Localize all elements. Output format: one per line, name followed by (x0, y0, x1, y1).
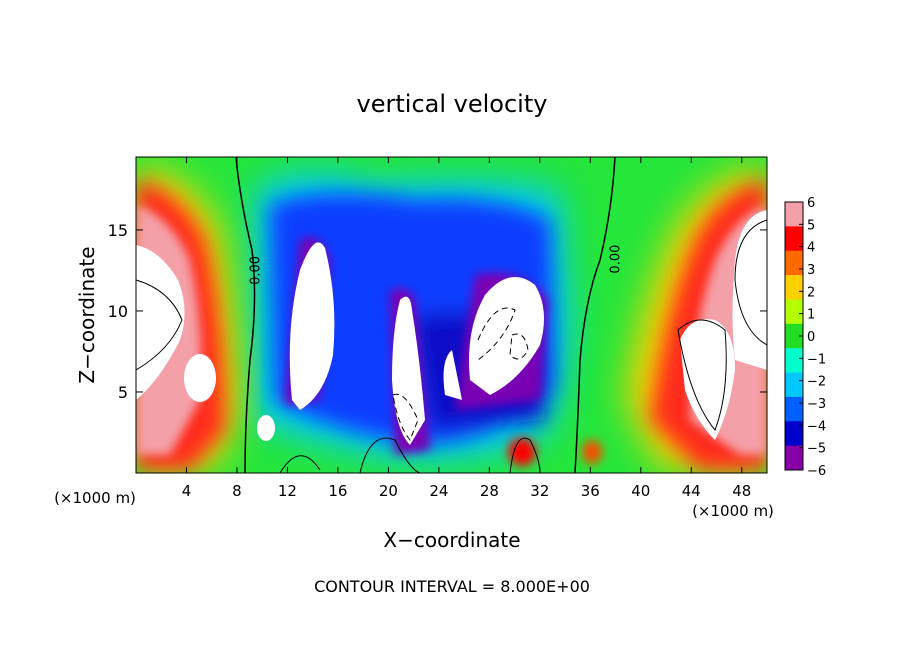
y-tick-label: 15 (108, 221, 128, 240)
colorbar-tick-label: −6 (807, 464, 826, 479)
colorbar-swatch (785, 250, 803, 276)
y-tick-label: 5 (118, 383, 128, 402)
colorbar-tick-label: 2 (807, 285, 815, 300)
colorbar-tick-label: −4 (807, 419, 826, 434)
colorbar-tick-label: −3 (807, 397, 826, 412)
colorbar-tick-label: 5 (807, 218, 815, 233)
plot-area (136, 157, 767, 473)
x-tick-label: 16 (328, 482, 347, 500)
x-tick-label: 4 (182, 482, 192, 500)
x-unit-label-right: (×1000 m) (692, 502, 774, 520)
x-unit-label-left: (×1000 m) (54, 489, 136, 507)
y-tick-label: 10 (108, 302, 128, 321)
colorbar-swatch (785, 445, 803, 471)
x-tick-label: 44 (682, 482, 701, 500)
x-tick-label: 20 (379, 482, 398, 500)
x-tick-label: 48 (732, 482, 751, 500)
colorbar-swatch (785, 348, 803, 374)
colorbar-tick-label: 1 (807, 308, 815, 323)
y-axis-label: Z−coordinate (75, 246, 99, 383)
colorbar-swatch (785, 299, 803, 325)
x-tick-label: 24 (429, 482, 448, 500)
colorbar-tick-label: −2 (807, 375, 826, 390)
colorbar-swatch (785, 421, 803, 447)
colorbar-tick-label: 4 (807, 241, 815, 256)
x-tick-label: 28 (480, 482, 499, 500)
colorbar-tick-label: 6 (807, 196, 815, 211)
plot-frame (135, 156, 768, 474)
colorbar-tick-label: 3 (807, 263, 815, 278)
colorbar-swatch (785, 226, 803, 252)
contour-label: 0.00 (608, 245, 623, 274)
colorbar-swatch (785, 275, 803, 300)
x-tick-label: 12 (278, 482, 297, 500)
colorbar-swatch (785, 372, 803, 398)
y-axis: 5 10 15 (108, 221, 767, 402)
x-tick-label: 36 (581, 482, 600, 500)
colorbar-swatch (785, 323, 803, 349)
contour-labels: 0.00 0.00 (249, 245, 624, 285)
colorbar-tick-label: 0 (807, 330, 815, 345)
x-axis: 4 8 12 16 20 24 28 32 36 40 44 48 (182, 157, 751, 500)
x-tick-label: 8 (232, 482, 242, 500)
colorbar-swatch (785, 396, 803, 422)
contour-interval-footer: CONTOUR INTERVAL = 8.000E+00 (314, 577, 590, 596)
colorbar: 6 5 4 3 2 1 0 −1 −2 −3 −4 −5 −6 (784, 196, 826, 479)
chart-title: vertical velocity (357, 90, 548, 118)
colorbar-swatch (785, 202, 803, 227)
x-tick-label: 40 (631, 482, 650, 500)
contour-label: 0.00 (249, 256, 264, 285)
colorbar-tick-label: −5 (807, 442, 826, 457)
x-axis-label: X−coordinate (383, 528, 520, 552)
x-tick-label: 32 (530, 482, 549, 500)
colorbar-tick-label: −1 (807, 352, 826, 367)
